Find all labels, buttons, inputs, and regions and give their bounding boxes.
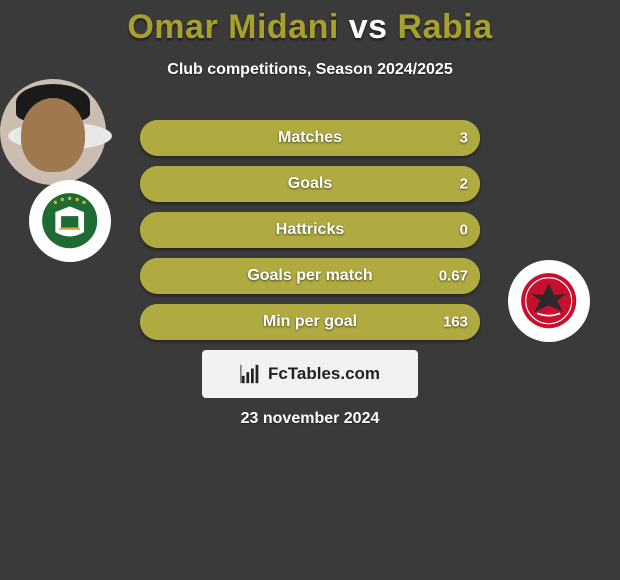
vs-text: vs xyxy=(349,8,388,46)
crest-right-icon xyxy=(520,272,577,329)
stat-row: Min per goal 163 xyxy=(140,304,480,340)
watermark: FcTables.com xyxy=(202,350,418,398)
player2-photo xyxy=(0,79,106,185)
stat-row: Hattricks 0 xyxy=(140,212,480,248)
stats-bars: Matches 3 Goals 2 Hattricks 0 Goals per match 0… xyxy=(140,120,480,350)
page-title: Omar Midani vs Rabia xyxy=(0,0,620,47)
bar-value-right: 0 xyxy=(460,222,468,239)
player2-name: Rabia xyxy=(398,8,493,46)
bar-label: Min per goal xyxy=(263,313,357,331)
stat-row: Goals 2 xyxy=(140,166,480,202)
date-text: 23 november 2024 xyxy=(0,410,620,428)
stat-row: Matches 3 xyxy=(140,120,480,156)
crest-left-icon xyxy=(41,192,98,249)
subtitle: Club competitions, Season 2024/2025 xyxy=(0,61,620,79)
bar-label: Goals per match xyxy=(247,267,372,285)
bar-label: Goals xyxy=(288,175,332,193)
player1-name: Omar Midani xyxy=(127,8,338,46)
bar-value-right: 3 xyxy=(460,130,468,147)
player2-club-crest xyxy=(508,260,590,342)
bar-value-right: 0.67 xyxy=(439,268,468,285)
bar-value-right: 163 xyxy=(443,314,468,331)
bar-value-right: 2 xyxy=(460,176,468,193)
bar-label: Matches xyxy=(278,129,342,147)
player1-club-crest xyxy=(29,180,111,262)
stat-row: Goals per match 0.67 xyxy=(140,258,480,294)
bar-label: Hattricks xyxy=(276,221,344,239)
chart-icon xyxy=(240,363,262,385)
watermark-text: FcTables.com xyxy=(268,364,380,384)
